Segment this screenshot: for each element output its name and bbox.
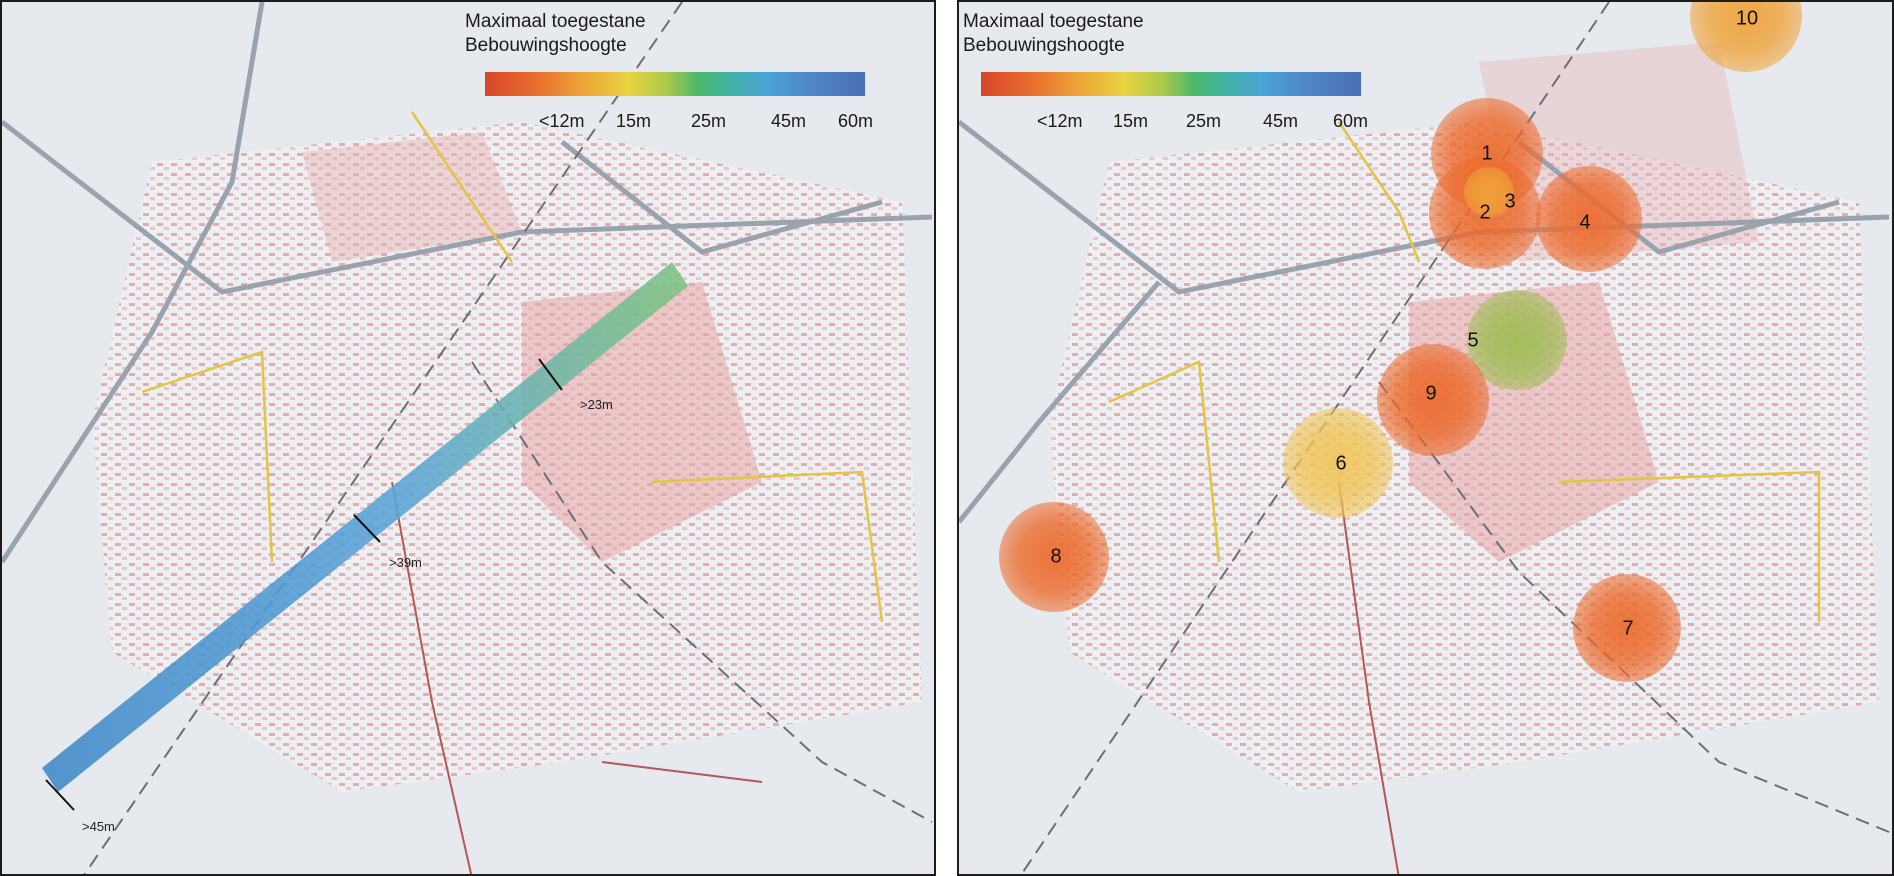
map-panel-left: >23m >39m >45m Maximaal toegestane Bebou… bbox=[0, 0, 936, 876]
height-zone-6 bbox=[1283, 408, 1393, 518]
legend-title: Maximaal toegestane Bebouwingshoogte bbox=[963, 11, 1144, 56]
corridor-label-45m: >45m bbox=[82, 819, 115, 834]
height-zone-7 bbox=[1573, 574, 1681, 682]
height-zone-4 bbox=[1536, 166, 1642, 272]
legend-tick: 45m bbox=[771, 111, 807, 131]
yellow-routes bbox=[141, 111, 884, 623]
urban-block bbox=[302, 132, 522, 262]
corridor-markers bbox=[45, 358, 563, 811]
legend-color-scale bbox=[981, 72, 1361, 96]
zone-label-9: 9 bbox=[1425, 382, 1437, 405]
roads bbox=[2, 2, 933, 564]
height-zone-8 bbox=[999, 502, 1109, 612]
height-zone-3 bbox=[1464, 167, 1514, 217]
zone-label-5: 5 bbox=[1467, 329, 1479, 352]
railway bbox=[83, 2, 933, 874]
legend-title: Maximaal toegestane Bebouwingshoogte bbox=[465, 11, 646, 56]
height-legend: Maximaal toegestane Bebouwingshoogte <12… bbox=[959, 10, 1379, 136]
zone-label-6: 6 bbox=[1335, 452, 1347, 475]
tram-lines bbox=[391, 481, 763, 874]
yellow-routes bbox=[1108, 121, 1821, 622]
zone-label-4: 4 bbox=[1579, 211, 1591, 234]
legend-tick: 25m bbox=[691, 111, 727, 131]
legend-tick: 60m bbox=[838, 111, 874, 131]
urban-area bbox=[92, 122, 922, 792]
legend-tick: 15m bbox=[616, 111, 652, 131]
legend-tick: 60m bbox=[1333, 111, 1369, 131]
marker-23m bbox=[538, 358, 563, 391]
legend-tick: 25m bbox=[1186, 111, 1222, 131]
legend-tick: 45m bbox=[1263, 111, 1299, 131]
city-map-left bbox=[2, 2, 934, 874]
zone-label-7: 7 bbox=[1622, 617, 1634, 640]
height-legend: Maximaal toegestane Bebouwingshoogte <12… bbox=[465, 10, 885, 136]
marker-45m bbox=[45, 779, 75, 811]
corridor-label-23m: >23m bbox=[580, 397, 613, 412]
legend-tick: 15m bbox=[1113, 111, 1149, 131]
map-panel-right: Maximaal toegestane Bebouwingshoogte <12… bbox=[957, 0, 1894, 876]
corridor-label-39m: >39m bbox=[389, 555, 422, 570]
zone-label-2: 2 bbox=[1479, 201, 1491, 224]
legend-tick: <12m bbox=[539, 111, 585, 131]
legend-tick: <12m bbox=[1037, 111, 1083, 131]
zone-label-8: 8 bbox=[1050, 545, 1062, 568]
zone-label-10: 10 bbox=[1735, 7, 1759, 30]
marker-39m bbox=[353, 514, 381, 543]
height-zone-9 bbox=[1377, 344, 1489, 456]
legend-color-scale bbox=[485, 72, 865, 96]
zone-label-3: 3 bbox=[1504, 190, 1516, 213]
zone-label-1: 1 bbox=[1481, 142, 1493, 165]
tram-lines bbox=[1338, 481, 1400, 874]
height-zone-5 bbox=[1467, 290, 1567, 390]
